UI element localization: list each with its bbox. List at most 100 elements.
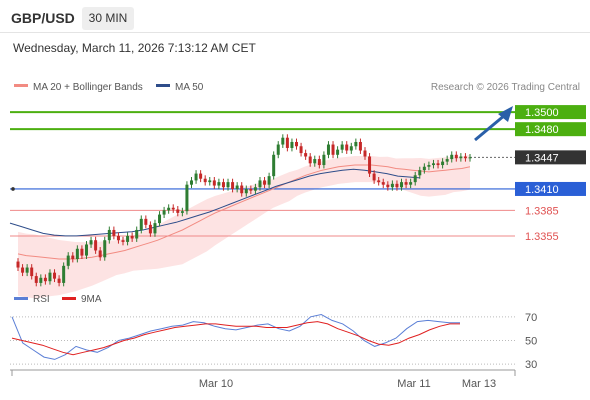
candle-body — [454, 154, 458, 159]
support-marker-dot — [11, 187, 15, 191]
candle-body — [75, 248, 79, 259]
candle-body — [349, 146, 353, 151]
candle-body — [171, 207, 175, 210]
timestamp: Wednesday, March 11, 2026 7:13:12 AM CET — [13, 41, 256, 55]
instrument-title: GBP/USD — [11, 10, 75, 26]
candle-body — [21, 267, 25, 273]
candle-body — [395, 183, 399, 188]
candle-body — [459, 156, 463, 159]
candle-body — [203, 178, 207, 183]
candle-body — [386, 184, 390, 188]
candle-body — [272, 154, 276, 177]
arrow-head — [498, 106, 513, 122]
ma50-legend-swatch — [156, 84, 170, 87]
ma50-line — [9, 168, 421, 237]
candle-body — [148, 224, 152, 234]
candle-body — [144, 218, 148, 225]
rsi-line — [11, 313, 460, 360]
candle-body — [71, 255, 75, 259]
candle-body — [345, 144, 349, 151]
resistance-label-box — [515, 122, 586, 137]
bollinger-band-fill — [18, 154, 470, 299]
candle-body — [112, 229, 116, 236]
candle-body — [317, 159, 321, 166]
candle-body — [199, 173, 203, 179]
resistance-label: 1.3480 — [525, 124, 559, 136]
candle-body — [80, 248, 84, 256]
candle-body — [25, 267, 29, 273]
candle-body — [463, 156, 467, 159]
candles — [16, 134, 472, 287]
candle-body — [48, 272, 52, 282]
candle-body — [89, 240, 93, 245]
candle-body — [62, 265, 66, 283]
candle-body — [208, 180, 212, 183]
candle-body — [217, 182, 221, 186]
candle-body — [194, 173, 198, 181]
candle-body — [409, 182, 413, 185]
current-price-label: 1.3447 — [525, 152, 559, 164]
x-tick-label: Mar 10 — [199, 378, 233, 390]
candle-body — [212, 180, 216, 186]
candle-body — [226, 182, 230, 188]
candle-body — [413, 175, 417, 183]
candle-body — [30, 267, 34, 277]
candle-body — [249, 188, 253, 191]
resistance-label-box — [515, 105, 586, 120]
candle-body — [299, 146, 303, 154]
candle-body — [130, 235, 134, 239]
candle-body — [390, 183, 394, 188]
candle-body — [381, 182, 385, 185]
candle-body — [153, 223, 157, 234]
candle-body — [304, 153, 308, 157]
candle-body — [295, 141, 299, 147]
price-levels — [10, 111, 515, 237]
candle-body — [244, 188, 248, 194]
candle-body — [450, 154, 454, 160]
x-axis: Mar 10 Mar 11 Mar 13 — [10, 369, 516, 390]
candle-body — [158, 214, 162, 224]
candle-body — [445, 159, 449, 162]
candle-body — [363, 150, 367, 157]
candle-body — [285, 137, 289, 148]
bollinger-bands — [18, 154, 470, 299]
moving-averages — [9, 164, 471, 260]
ma20-legend-label: MA 20 + Bollinger Bands — [33, 82, 143, 93]
candle-body — [116, 235, 120, 241]
forecast-arrow — [474, 106, 513, 142]
level-labels: 1.3500 1.3480 1.3447 1.3410 1.3385 1.3355 — [515, 105, 586, 243]
x-tick-label: Mar 11 — [397, 378, 430, 390]
candle-body — [53, 272, 57, 279]
candle-body — [84, 244, 88, 256]
candle-body — [66, 255, 70, 266]
candle-body — [185, 184, 189, 212]
timeframe-badge[interactable]: 30 MIN — [82, 7, 134, 30]
candle-body — [162, 210, 166, 215]
rsi-ma-legend-label: 9MA — [81, 294, 102, 305]
candle-body — [468, 157, 472, 159]
candle-body — [340, 144, 344, 150]
support-label-box — [515, 181, 586, 196]
rsi-legend-label: RSI — [33, 294, 50, 305]
ma50-legend-label: MA 50 — [175, 82, 204, 93]
candle-body — [189, 180, 193, 185]
rsi-tick-label: 50 — [525, 336, 537, 348]
candle-body — [368, 156, 372, 174]
candle-body — [400, 182, 404, 188]
candle-body — [404, 182, 408, 185]
candle-body — [427, 165, 431, 167]
rsi-ma-legend-swatch — [62, 297, 76, 300]
candle-body — [331, 144, 335, 155]
candle-body — [139, 218, 143, 230]
x-tick-label: Mar 13 — [462, 378, 496, 390]
resistance-label: 1.3500 — [525, 107, 559, 119]
candle-body — [281, 137, 285, 145]
candle-body — [322, 154, 326, 166]
candle-body — [98, 250, 102, 258]
candle-body — [336, 149, 340, 155]
candle-body — [276, 144, 280, 155]
ma20-line — [17, 164, 471, 260]
candle-body — [221, 182, 225, 188]
rsi-panel: 30 50 70 — [10, 312, 537, 371]
candle-body — [176, 209, 180, 213]
